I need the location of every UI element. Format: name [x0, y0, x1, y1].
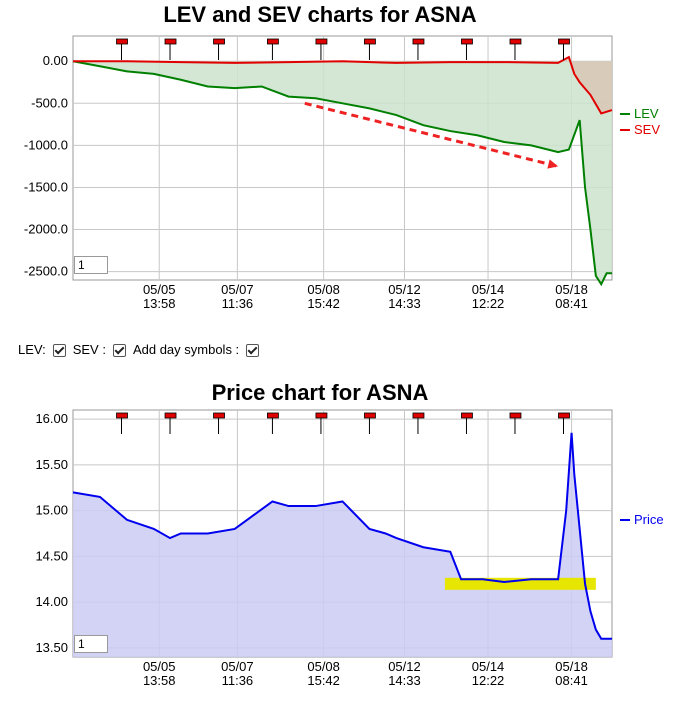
- y-tick-label: -2000.0: [24, 222, 68, 237]
- day-marker-flag: [267, 38, 279, 45]
- legend-label-price: Price: [634, 512, 664, 527]
- x-tick-time: 13:58: [143, 673, 176, 688]
- x-tick-date: 05/14: [472, 659, 505, 674]
- x-tick-date: 05/12: [388, 282, 421, 297]
- day-marker-flag: [315, 412, 328, 419]
- y-tick-label: -500.0: [31, 95, 68, 110]
- x-tick-time: 15:42: [307, 296, 340, 311]
- chart-options: LEV: SEV : Add day symbols :: [18, 342, 262, 357]
- x-tick-date: 05/14: [472, 282, 505, 297]
- trend-arrow-head: [547, 159, 559, 169]
- legend-label-lev: LEV: [634, 106, 659, 121]
- price-zoom-input[interactable]: 1: [74, 635, 108, 653]
- day-marker-flag: [364, 412, 376, 419]
- sev-option-label: SEV :: [72, 342, 106, 357]
- y-tick-label: -2500.0: [24, 264, 68, 279]
- day-marker-flag: [213, 38, 225, 45]
- x-tick-time: 14:33: [388, 673, 421, 688]
- day-symbols-checkbox[interactable]: [246, 344, 260, 357]
- day-marker-flag: [412, 412, 425, 419]
- x-tick-time: 11:36: [222, 296, 254, 311]
- series-fill-lev: [73, 61, 612, 285]
- day-marker-flag: [364, 38, 376, 45]
- day-marker-flag: [116, 38, 128, 45]
- series-line-sev: [73, 55, 613, 115]
- x-tick-date: 05/07: [221, 659, 254, 674]
- y-tick-label: 15.50: [35, 457, 68, 472]
- x-tick-date: 05/05: [143, 659, 176, 674]
- chart-title-price: Price chart for ASNA: [211, 380, 429, 405]
- y-tick-label: 16.00: [35, 411, 68, 426]
- x-tick-date: 05/07: [221, 282, 254, 297]
- day-marker-flag: [558, 38, 570, 45]
- series-line-lev: [72, 60, 612, 287]
- series-line-price: [72, 432, 612, 640]
- ev-chart: 0.00 -500.0 -1000.0 -1500.0 -2000.0 -2500.0 05…: [24, 35, 660, 311]
- day-marker-flag: [509, 38, 522, 45]
- lev-checkbox[interactable]: [52, 344, 66, 357]
- x-tick-date: 05/08: [307, 282, 340, 297]
- sev-checkbox[interactable]: [112, 344, 126, 357]
- day-marker-flag: [116, 412, 128, 419]
- day-marker-flag: [164, 412, 177, 419]
- y-tick-label: 13.50: [35, 640, 68, 655]
- x-tick-date: 05/05: [143, 282, 176, 297]
- x-tick-time: 08:41: [555, 296, 588, 311]
- x-tick-time: 15:42: [307, 673, 340, 688]
- day-marker-flag: [213, 412, 225, 419]
- x-tick-date: 05/18: [555, 282, 588, 297]
- x-tick-date: 05/18: [555, 659, 588, 674]
- day-marker-flag: [412, 38, 425, 45]
- legend-label-sev: SEV: [634, 122, 660, 137]
- chart-title-ev: LEV and SEV charts for ASNA: [163, 2, 477, 27]
- y-tick-label: -1000.0: [24, 137, 68, 152]
- y-tick-label: 14.00: [35, 594, 68, 609]
- y-tick-label: 0.00: [43, 53, 68, 68]
- x-tick-time: 14:33: [388, 296, 421, 311]
- x-tick-time: 11:36: [222, 673, 254, 688]
- ev-zoom-input[interactable]: 1: [74, 256, 108, 274]
- x-tick-time: 12:22: [472, 673, 505, 688]
- day-marker-flag: [267, 412, 279, 419]
- x-tick-time: 13:58: [143, 296, 176, 311]
- trend-arrow-line: [304, 101, 559, 168]
- x-tick-date: 05/08: [307, 659, 340, 674]
- x-tick-time: 08:41: [555, 673, 588, 688]
- day-marker-flag: [509, 412, 522, 419]
- day-marker-flag: [164, 38, 177, 45]
- day-marker-flag: [558, 412, 570, 419]
- series-fill-price: [73, 432, 612, 657]
- y-tick-label: 14.50: [35, 548, 68, 563]
- day-marker-flag: [461, 38, 473, 45]
- day-symbols-label: Add day symbols :: [132, 342, 240, 357]
- day-marker-flag: [461, 412, 473, 419]
- x-tick-time: 12:22: [472, 296, 505, 311]
- lev-option-label: LEV:: [18, 342, 46, 357]
- highlight-band: [444, 577, 596, 590]
- y-tick-label: 15.00: [35, 503, 68, 518]
- day-marker-flag: [315, 38, 328, 45]
- y-tick-label: -1500.0: [24, 179, 68, 194]
- x-tick-date: 05/12: [388, 659, 421, 674]
